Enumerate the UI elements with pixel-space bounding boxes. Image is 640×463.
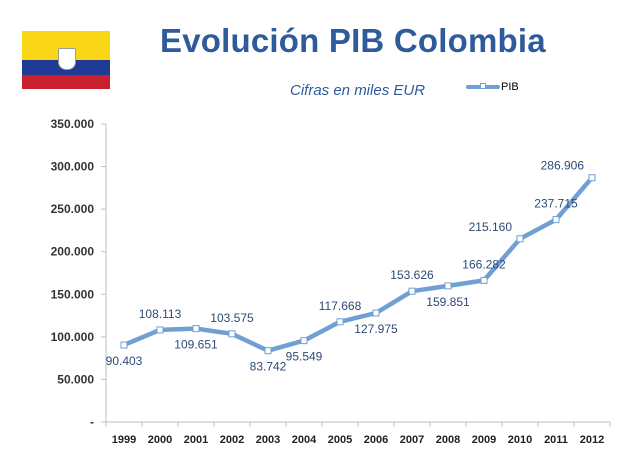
data-point-marker [336,318,344,326]
data-label: 117.668 [319,299,362,313]
data-label: 108.113 [139,307,182,321]
legend-line-icon [466,83,500,89]
chart-title: Evolución PIB Colombia [160,22,546,59]
data-label: 83.742 [250,360,287,374]
data-label: 95.549 [286,350,323,364]
flag-red-stripe [22,75,110,89]
data-point-marker [192,325,200,333]
legend-label: PIB [501,81,519,93]
legend: PIB [466,79,519,95]
x-tick-label: 2002 [220,434,244,446]
x-tick-label: 2001 [184,434,208,446]
y-tick-label: 50.000 [57,372,94,386]
data-label: 166.282 [462,257,506,271]
series-line-pib [121,175,595,353]
data-point-marker [408,287,416,295]
y-tick-label: 100.000 [51,330,95,344]
data-label: 215.160 [469,220,513,234]
x-tick-label: 2005 [328,434,352,446]
y-tick-label: 300.000 [51,160,95,174]
x-tick-label: 2006 [364,434,388,446]
data-point-marker [516,235,524,243]
x-tick-label: 2010 [508,434,532,446]
x-tick-label: 2000 [148,434,172,446]
y-tick-label: 200.000 [51,245,95,259]
data-label: 103.575 [210,311,254,325]
data-point-marker [156,326,164,334]
data-label: 153.626 [390,268,434,282]
data-label: 127.975 [354,322,398,336]
data-point-marker [444,282,452,290]
data-point-marker [552,216,560,224]
data-label: 159.851 [426,295,470,309]
data-point-marker [372,309,380,317]
x-tick-label: 2008 [436,434,460,446]
colombia-flag-icon [22,31,110,89]
y-tick-label: 350.000 [51,117,95,131]
x-tick-label: 2011 [544,434,568,446]
flag-crest-icon [58,48,76,70]
chart-subtitle: Cifras en miles EUR [290,82,426,99]
x-tick-label: 2003 [256,434,280,446]
y-tick-label: - [90,415,94,429]
legend-marker-icon [480,83,486,89]
data-point-marker [300,337,308,345]
data-label: 90.403 [106,354,143,368]
x-tick-label: 2007 [400,434,424,446]
x-tick-label: 2012 [580,434,604,446]
data-point-marker [228,330,236,338]
x-tick-label: 2009 [472,434,496,446]
x-tick-label: 2004 [292,434,317,446]
data-label: 109.651 [174,338,218,352]
y-tick-label: 150.000 [51,287,95,301]
data-label: 286.906 [541,159,585,173]
data-point-marker [120,341,128,349]
x-tick-label: 1999 [112,434,136,446]
data-point-marker [588,174,596,182]
data-point-marker [264,347,272,355]
y-tick-label: 250.000 [51,202,95,216]
data-label: 237.715 [534,197,578,211]
data-point-marker [480,276,488,284]
